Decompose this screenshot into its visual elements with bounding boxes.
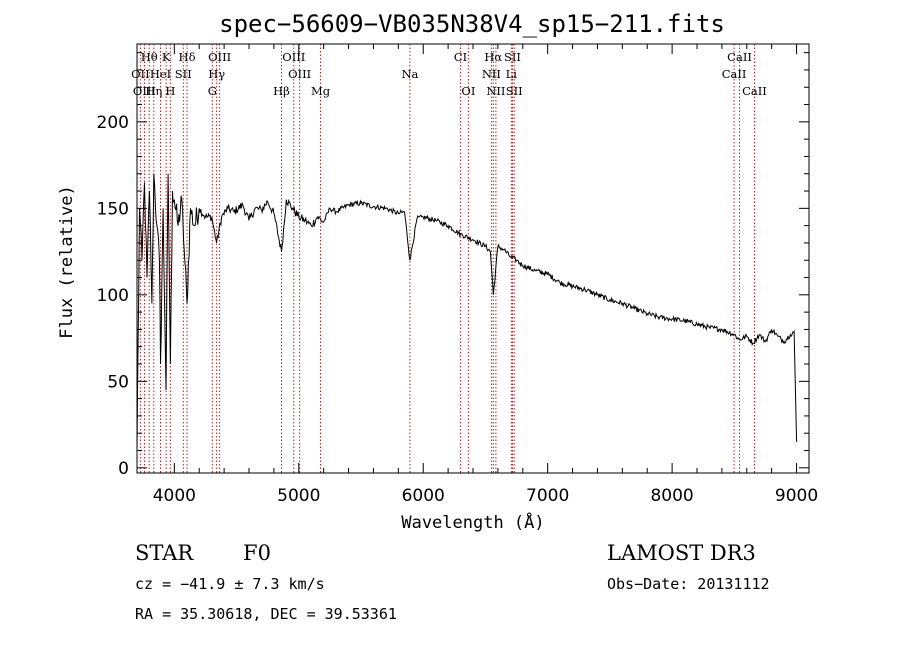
y-axis-ticks: 0 50 100 150 200 <box>97 52 809 479</box>
line-label: SII <box>175 67 192 81</box>
survey-name: LAMOST DR3 <box>607 541 756 565</box>
line-label: CaII <box>727 50 752 64</box>
line-label: K <box>162 50 171 64</box>
line-label: CI <box>454 50 467 64</box>
line-label: OI <box>461 84 475 98</box>
y-tick-label: 50 <box>107 372 129 392</box>
x-axis-label: Wavelength (Å) <box>401 511 544 533</box>
chart-title: spec−56609−VB035N38V4_sp15−211.fits <box>219 10 725 38</box>
spectrum-line <box>136 173 798 451</box>
line-label: Hγ <box>208 67 225 81</box>
line-label: Li <box>506 67 518 81</box>
line-label: CaII <box>722 67 747 81</box>
y-tick-label: 0 <box>118 459 129 479</box>
x-tick-label: 9000 <box>775 486 818 506</box>
line-label: OIII <box>288 67 311 81</box>
redshift-velocity: cz = −41.9 ± 7.3 km/s <box>135 575 325 593</box>
line-label: Na <box>401 67 418 81</box>
line-label: SII <box>506 84 523 98</box>
line-label: Mg <box>311 84 331 98</box>
line-label: Hβ <box>273 84 290 98</box>
line-label: G <box>208 84 217 98</box>
line-label: OII <box>131 67 150 81</box>
x-axis-ticks: 4000 5000 6000 7000 8000 9000 <box>153 44 818 506</box>
y-tick-label: 200 <box>97 113 129 133</box>
line-label: OIII <box>282 50 305 64</box>
coordinates: RA = 35.30618, DEC = 39.53361 <box>135 605 397 623</box>
x-tick-label: 8000 <box>650 486 693 506</box>
line-label: Hθ <box>141 50 158 64</box>
line-label: CaII <box>742 84 767 98</box>
y-tick-label: 150 <box>97 199 129 219</box>
x-tick-label: 6000 <box>402 486 445 506</box>
line-label: Hη <box>145 84 162 98</box>
line-label: Hδ <box>179 50 196 64</box>
observation-date: Obs−Date: 20131112 <box>607 575 770 593</box>
line-label: Hα <box>484 50 502 64</box>
line-markers <box>139 44 755 473</box>
x-tick-label: 7000 <box>526 486 569 506</box>
y-tick-label: 100 <box>97 286 129 306</box>
line-label: H <box>165 84 175 98</box>
line-label: SII <box>504 50 521 64</box>
line-label: NII <box>482 67 501 81</box>
line-label: HeI <box>150 67 171 81</box>
object-class: STAR <box>135 541 194 565</box>
x-tick-label: 5000 <box>277 486 320 506</box>
line-label: OIII <box>208 50 231 64</box>
plot-frame <box>136 43 810 474</box>
y-axis-label: Flux (relative) <box>57 185 77 339</box>
line-label: NII <box>486 84 505 98</box>
object-subclass: F0 <box>243 541 271 565</box>
x-tick-label: 4000 <box>153 486 196 506</box>
